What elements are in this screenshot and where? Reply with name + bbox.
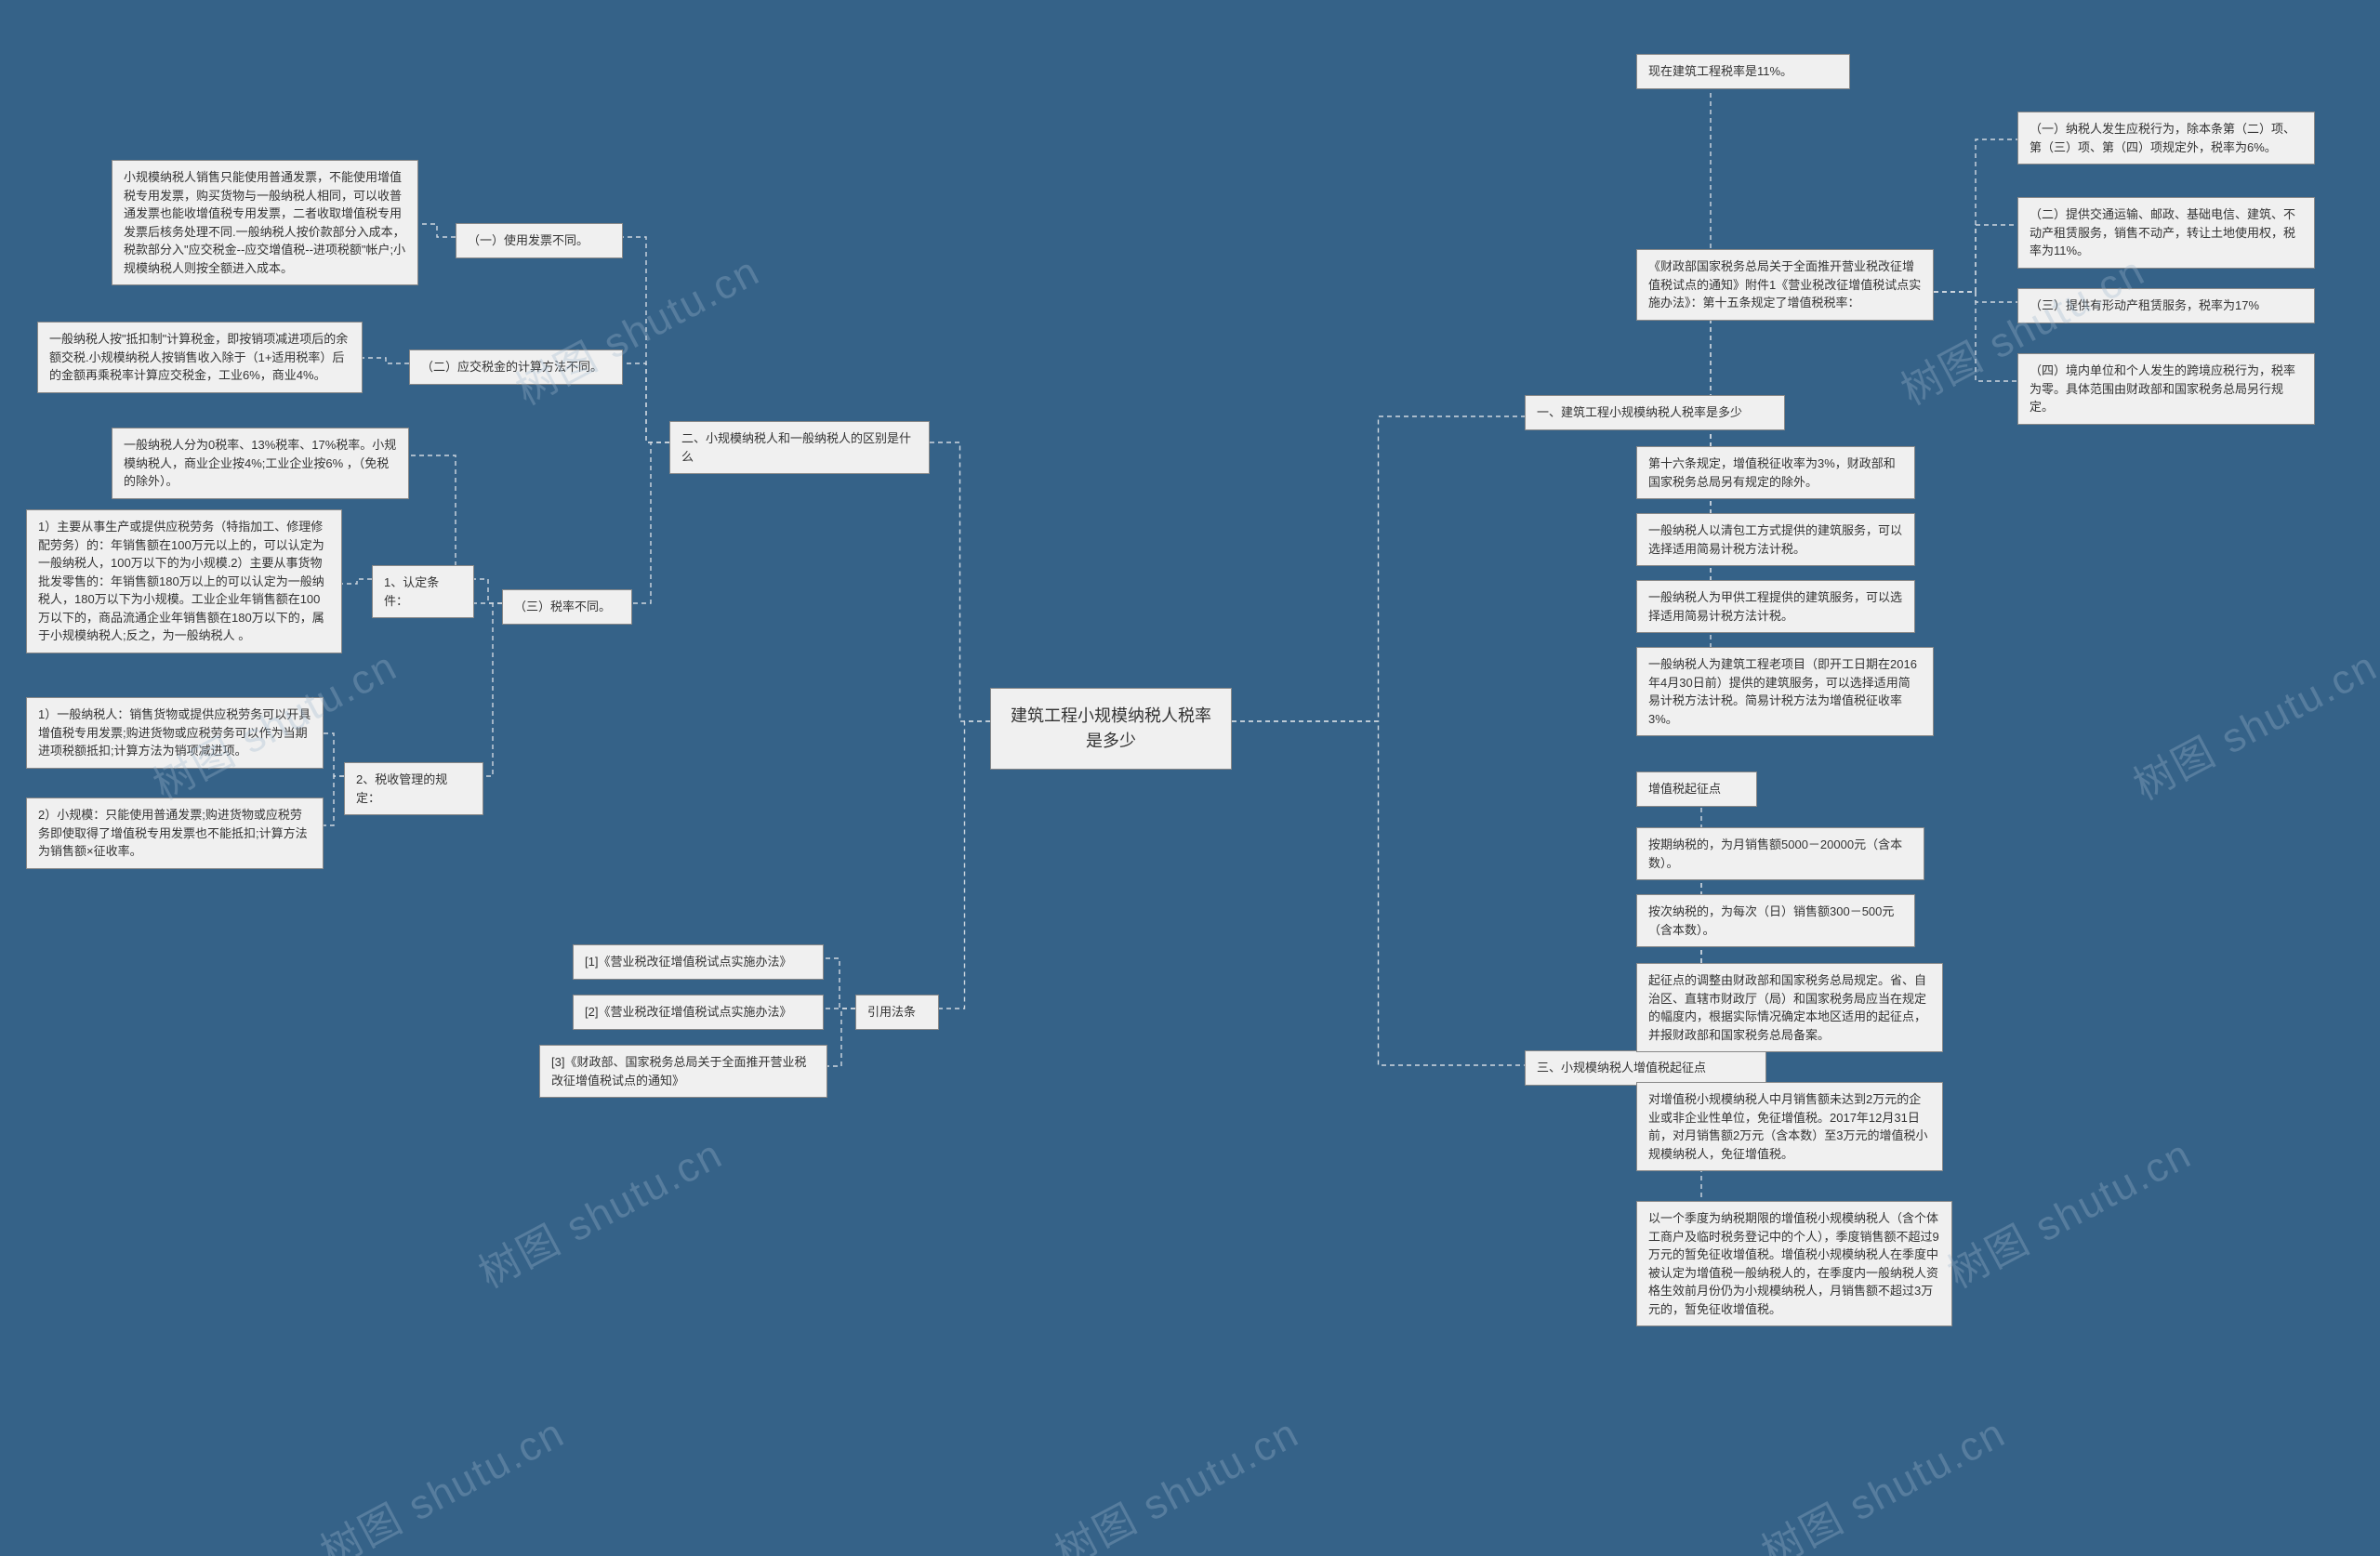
mindmap-node[interactable]: 一般纳税人为建筑工程老项目（即开工日期在2016年4月30日前）提供的建筑服务，… [1636,647,1934,736]
connector-path [1934,225,2017,292]
mindmap-node[interactable]: （三）提供有形动产租赁服务，税率为17% [2017,288,2315,323]
connector-path [623,363,669,442]
connector-path [324,733,344,776]
mindmap-node[interactable]: 一般纳税人为甲供工程提供的建筑服务，可以选择适用简易计税方法计税。 [1636,580,1915,633]
connector-path [1934,292,2017,381]
watermark: 树图 shutu.cn [1043,1400,1308,1556]
mindmap-node[interactable]: （一）使用发票不同。 [456,223,623,258]
connector-path [632,442,669,603]
mindmap-node[interactable]: 引用法条 [855,995,939,1030]
mindmap-node[interactable]: [2]《营业税改征增值税试点实施办法》 [573,995,824,1030]
mindmap-node[interactable]: 2）小规模：只能使用普通发票;购进货物或应税劳务即使取得了增值税专用发票也不能抵… [26,798,324,869]
mindmap-node[interactable]: 按期纳税的，为月销售额5000－20000元（含本数）。 [1636,827,1924,880]
connector-path [939,721,990,1009]
mindmap-node[interactable]: 第十六条规定，增值税征收率为3%，财政部和国家税务总局另有规定的除外。 [1636,446,1915,499]
connector-path [342,579,372,584]
connector-path [1934,292,2017,302]
watermark: 树图 shutu.cn [2122,633,2380,811]
watermark: 树图 shutu.cn [504,238,769,416]
mindmap-node[interactable]: 以一个季度为纳税期限的增值税小规模纳税人（含个体工商户及临时税务登记中的个人），… [1636,1201,1952,1326]
connector-path [1934,139,2017,292]
connector-path [827,1009,855,1066]
watermark: 树图 shutu.cn [1750,1400,2015,1556]
connector-path [363,358,409,363]
mindmap-node[interactable]: 1）主要从事生产或提供应税劳务（特指加工、修理修配劳务）的：年销售额在100万元… [26,509,342,653]
mindmap-node[interactable]: 一般纳税人以清包工方式提供的建筑服务，可以选择适用简易计税方法计税。 [1636,513,1915,566]
mindmap-node[interactable]: 一、建筑工程小规模纳税人税率是多少 [1525,395,1785,430]
connector-path [324,776,344,825]
mindmap-node[interactable]: [3]《财政部、国家税务总局关于全面推开营业税改征增值税试点的通知》 [539,1045,827,1098]
mindmap-node[interactable]: （三）税率不同。 [502,589,632,625]
connector-path [1232,721,1525,1065]
mindmap-node[interactable]: 现在建筑工程税率是11%。 [1636,54,1850,89]
connector-path [623,237,669,442]
mindmap-node[interactable]: [1]《营业税改征增值税试点实施办法》 [573,944,824,980]
connector-path [1636,69,1785,416]
mindmap-node[interactable]: （二）应交税金的计算方法不同。 [409,349,623,385]
mindmap-node[interactable]: 一般纳税人分为0税率、13%税率、17%税率。小规模纳税人，商业企业按4%;工业… [112,428,409,499]
connector-path [1232,416,1525,721]
root-node[interactable]: 建筑工程小规模纳税人税率是多少 [990,688,1232,770]
mindmap-node[interactable]: 增值税起征点 [1636,771,1757,807]
mindmap-node[interactable]: 2、税收管理的规定： [344,762,483,815]
mindmap-node[interactable]: 一般纳税人按"抵扣制"计算税金，即按销项减进项后的余额交税.小规模纳税人按销售收… [37,322,363,393]
mindmap-node[interactable]: 三、小规模纳税人增值税起征点 [1525,1050,1766,1086]
mindmap-node[interactable]: （二）提供交通运输、邮政、基础电信、建筑、不动产租赁服务，销售不动产，转让土地使… [2017,197,2315,269]
watermark: 树图 shutu.cn [309,1400,574,1556]
mindmap-node[interactable]: 小规模纳税人销售只能使用普通发票，不能使用增值税专用发票，购买货物与一般纳税人相… [112,160,418,285]
mindmap-node[interactable]: （一）纳税人发生应税行为，除本条第（二）项、第（三）项、第（四）项规定外，税率为… [2017,112,2315,165]
watermark: 树图 shutu.cn [467,1121,732,1299]
connector-path [418,224,456,237]
watermark: 树图 shutu.cn [1936,1121,2201,1299]
mindmap-node[interactable]: 对增值税小规模纳税人中月销售额未达到2万元的企业或非企业性单位，免征增值税。20… [1636,1082,1943,1171]
mindmap-node[interactable]: 起征点的调整由财政部和国家税务总局规定。省、自治区、直辖市财政厅（局）和国家税务… [1636,963,1943,1052]
connector-path [824,958,855,1009]
connector-path [930,442,990,721]
mindmap-node[interactable]: 按次纳税的，为每次（日）销售额300－500元（含本数）。 [1636,894,1915,947]
mindmap-node[interactable]: 1）一般纳税人：销售货物或提供应税劳务可以开具增值税专用发票;购进货物或应税劳务… [26,697,324,769]
mindmap-node[interactable]: （四）境内单位和个人发生的跨境应税行为，税率为零。具体范围由财政部和国家税务总局… [2017,353,2315,425]
mindmap-node[interactable]: 二、小规模纳税人和一般纳税人的区别是什么 [669,421,930,474]
mindmap-node[interactable]: 1、认定条件： [372,565,474,618]
connector-path [474,579,502,603]
mindmap-node[interactable]: 《财政部国家税务总局关于全面推开营业税改征增值税试点的通知》附件1《营业税改征增… [1636,249,1934,321]
connector-path [1636,416,1785,601]
connector-path [483,603,502,776]
